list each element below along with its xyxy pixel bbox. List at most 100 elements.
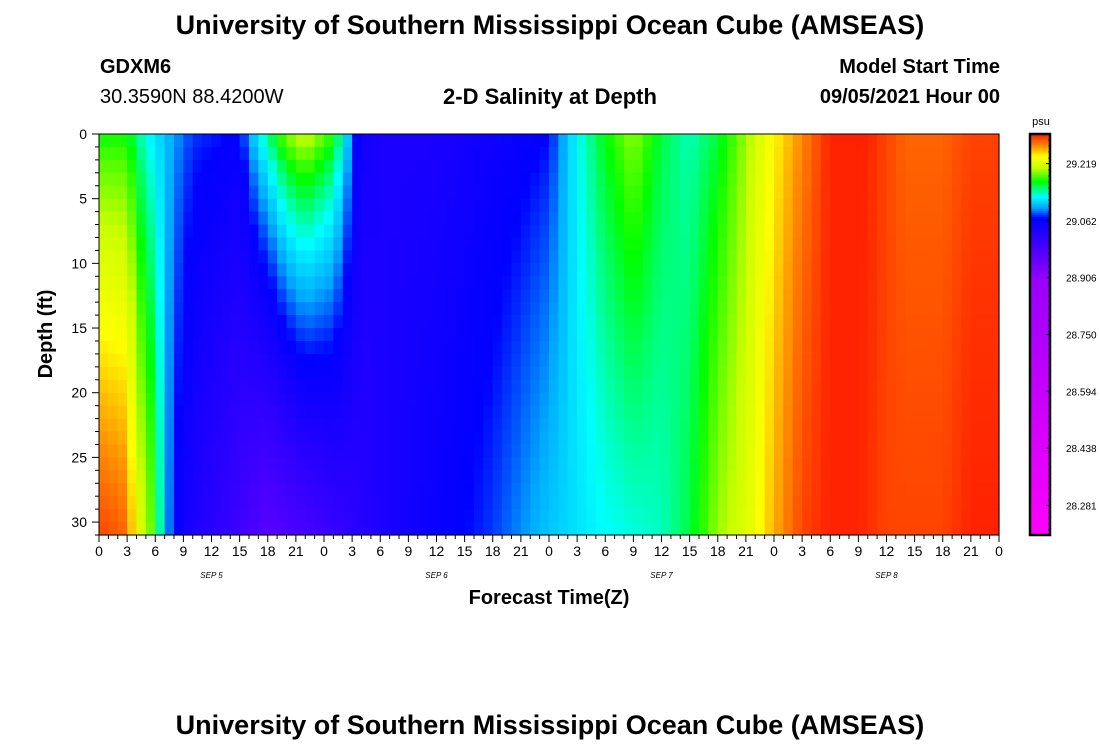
heatmap-cell: [558, 457, 569, 471]
heatmap-cell: [464, 159, 475, 174]
heatmap-cell: [230, 366, 241, 381]
heatmap-cell: [633, 392, 644, 407]
heatmap-cell: [220, 289, 231, 303]
heatmap-cell: [745, 509, 756, 523]
heatmap-cell: [980, 224, 991, 239]
heatmap-cell: [642, 250, 653, 264]
heatmap-cell: [867, 431, 878, 446]
heatmap-cell: [933, 509, 944, 523]
heatmap-cell: [933, 185, 944, 200]
heatmap-cell: [933, 302, 944, 316]
heatmap-cell: [202, 159, 213, 174]
colorbar-segment: [1030, 436, 1050, 440]
heatmap-cell: [352, 146, 363, 161]
heatmap-cell: [258, 289, 269, 303]
heatmap-cell: [492, 315, 503, 329]
colorbar-segment: [1030, 370, 1050, 374]
heatmap-cell: [380, 509, 391, 523]
heatmap-cell: [886, 379, 897, 394]
heatmap-cell: [680, 276, 691, 290]
heatmap-cell: [99, 405, 109, 420]
heatmap-cell: [352, 483, 363, 497]
heatmap-cell: [858, 483, 869, 497]
heatmap-cell: [286, 470, 297, 484]
heatmap-cell: [549, 302, 559, 316]
heatmap-cell: [886, 198, 897, 213]
heatmap-cell: [539, 392, 550, 407]
heatmap-cell: [239, 328, 250, 342]
colorbar-segment: [1030, 514, 1050, 518]
heatmap-cell: [774, 134, 784, 148]
heatmap-cell: [736, 470, 747, 484]
heatmap-cell: [970, 457, 981, 471]
heatmap-cell: [220, 198, 231, 213]
heatmap-cell: [164, 418, 175, 433]
heatmap-cell: [764, 470, 775, 484]
heatmap-cell: [145, 224, 156, 239]
heatmap-cell: [511, 134, 522, 148]
heatmap-cell: [877, 483, 888, 497]
heatmap-cell: [586, 444, 597, 458]
heatmap-cell: [305, 405, 316, 420]
heatmap-cell: [914, 315, 925, 329]
heatmap-cell: [427, 263, 438, 277]
heatmap-cell: [370, 250, 381, 264]
heatmap-cell: [745, 198, 756, 213]
heatmap-cell: [370, 509, 381, 523]
colorbar-segment: [1030, 422, 1050, 426]
colorbar-segment: [1030, 150, 1050, 153]
heatmap-cell: [802, 418, 813, 433]
heatmap-cell: [258, 470, 269, 484]
colorbar-segment: [1030, 336, 1050, 340]
heatmap-cell: [745, 418, 756, 433]
heatmap-cell: [905, 392, 916, 407]
x-tick-label: 9: [404, 543, 412, 559]
heatmap-cell: [924, 185, 934, 200]
heatmap-cell: [605, 185, 616, 200]
heatmap-cell: [586, 470, 597, 484]
heatmap-cell: [314, 263, 325, 277]
heatmap-cell: [633, 224, 644, 239]
heatmap-cell: [877, 172, 888, 187]
heatmap-cell: [689, 328, 700, 342]
heatmap-cell: [933, 379, 944, 394]
heatmap-cell: [820, 159, 831, 174]
heatmap-cell: [511, 353, 522, 368]
heatmap-cell: [867, 405, 878, 420]
heatmap-cell: [970, 302, 981, 316]
heatmap-cell: [455, 522, 466, 536]
heatmap-cell: [108, 522, 119, 536]
heatmap-cell: [295, 146, 306, 161]
colorbar-segment: [1030, 288, 1050, 291]
heatmap-cell: [633, 237, 644, 252]
heatmap-cell: [792, 185, 803, 200]
heatmap-cell: [305, 276, 316, 290]
colorbar-segment: [1030, 334, 1050, 338]
heatmap-cell: [474, 315, 484, 329]
heatmap-cell: [595, 470, 606, 484]
heatmap-cell: [230, 250, 241, 264]
heatmap-cell: [380, 405, 391, 420]
heatmap-cell: [474, 483, 484, 497]
heatmap-cell: [614, 289, 625, 303]
heatmap-cell: [605, 483, 616, 497]
heatmap-cell: [586, 496, 597, 510]
heatmap-cell: [755, 509, 766, 523]
heatmap-cell: [389, 431, 400, 446]
heatmap-cell: [474, 289, 484, 303]
heatmap-cell: [952, 172, 963, 187]
heatmap-cell: [670, 392, 681, 407]
colorbar-segment: [1030, 320, 1050, 324]
heatmap-cell: [370, 263, 381, 277]
heatmap-cell: [492, 237, 503, 252]
heatmap-cell: [989, 198, 1000, 213]
heatmap-cell: [914, 444, 925, 458]
heatmap-cell: [202, 224, 213, 239]
heatmap-cell: [689, 263, 700, 277]
colorbar-segment: [1030, 344, 1050, 348]
heatmap-cell: [117, 328, 128, 342]
heatmap-cell: [867, 353, 878, 368]
heatmap-cell: [530, 211, 541, 226]
heatmap-cell: [464, 470, 475, 484]
heatmap-cell: [361, 172, 372, 187]
